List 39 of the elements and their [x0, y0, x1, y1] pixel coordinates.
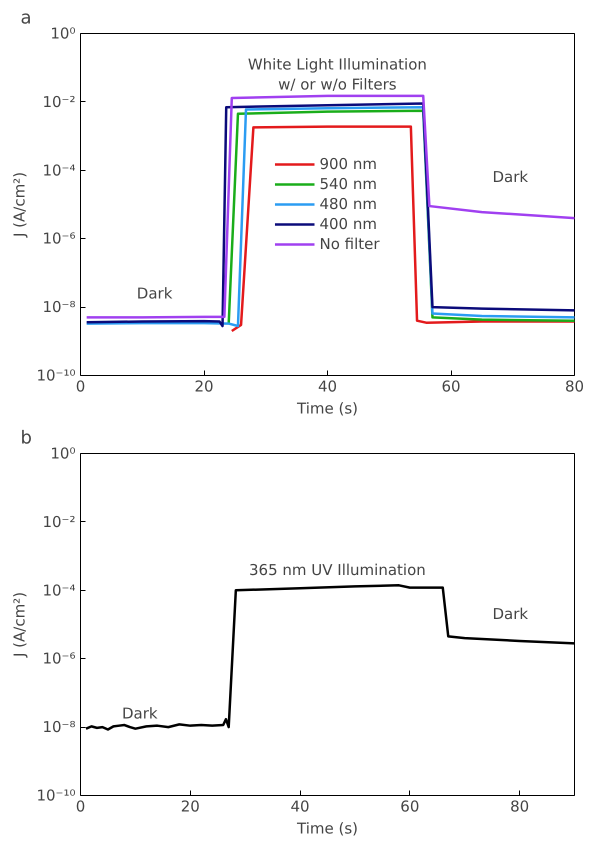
annotation: Dark	[136, 284, 173, 302]
y-tick-label: 10⁻⁸	[42, 298, 76, 316]
y-axis-title: J (A/cm²)	[10, 592, 28, 658]
y-tick-label: 10⁻⁶	[42, 230, 76, 248]
y-tick-label: 10⁻¹⁰	[36, 786, 76, 804]
annotation: 365 nm UV Illumination	[248, 560, 426, 579]
legend-label: No filter	[319, 235, 380, 253]
y-tick-label: 10⁻⁴	[42, 581, 76, 600]
legend-label: 400 nm	[319, 215, 377, 233]
annotation: White Light Illumination w/ or w/o Filters	[248, 56, 427, 94]
y-tick-label: 10⁰	[50, 24, 76, 42]
x-tick-label: 0	[76, 798, 86, 816]
legend-label: 480 nm	[319, 195, 377, 213]
x-tick-label: 80	[510, 798, 530, 816]
y-tick-label: 10⁻¹⁰	[36, 366, 76, 384]
x-axis-title: Time (s)	[296, 820, 358, 838]
x-tick-label: 60	[441, 378, 461, 396]
chart-title: a	[20, 8, 32, 28]
y-tick-label: 10⁻²	[42, 512, 76, 531]
y-tick-label: 10⁰	[50, 444, 76, 462]
annotation: Dark	[492, 168, 528, 186]
y-tick-label: 10⁻²	[42, 92, 76, 111]
y-tick-label: 10⁻⁴	[42, 161, 76, 180]
x-tick-label: 20	[194, 378, 214, 396]
x-tick-label: 40	[290, 798, 310, 816]
x-tick-label: 0	[76, 378, 86, 396]
x-tick-label: 20	[180, 798, 200, 816]
annotation: Dark	[492, 605, 528, 624]
annotation: Dark	[122, 704, 158, 722]
legend-label: 900 nm	[319, 155, 377, 173]
x-axis-title: Time (s)	[296, 400, 358, 418]
y-tick-label: 10⁻⁶	[42, 650, 76, 668]
x-tick-label: 80	[564, 378, 584, 396]
chart-title: b	[20, 428, 32, 448]
x-tick-label: 60	[400, 798, 420, 816]
y-axis-title: J (A/cm²)	[10, 172, 28, 238]
legend-label: 540 nm	[319, 175, 377, 193]
y-tick-label: 10⁻⁸	[42, 718, 76, 736]
x-tick-label: 40	[318, 378, 338, 396]
